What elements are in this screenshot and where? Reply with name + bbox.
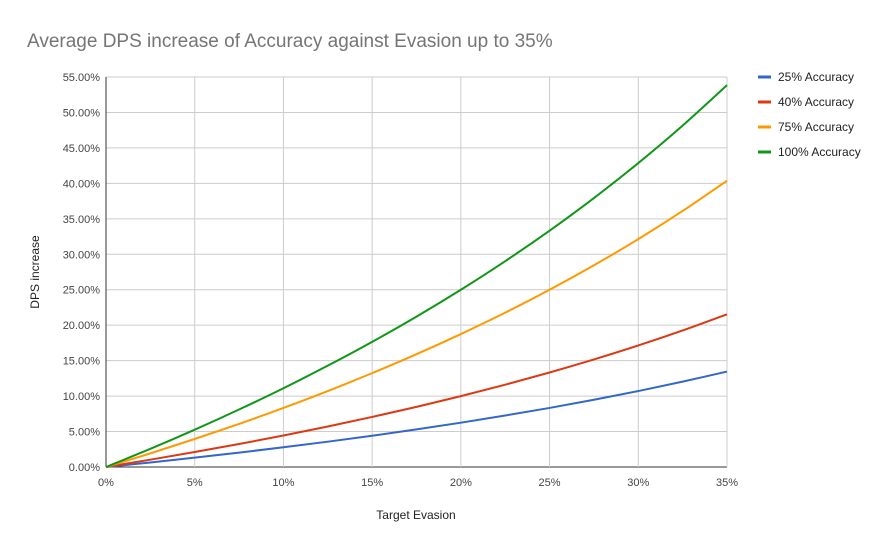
legend-label: 40% Accuracy: [778, 95, 854, 109]
legend-label: 25% Accuracy: [778, 70, 854, 84]
y-tick-label: 5.00%: [69, 427, 100, 439]
x-tick-label: 10%: [272, 477, 294, 489]
legend-label: 100% Accuracy: [778, 145, 861, 159]
y-tick-label: 30.00%: [63, 249, 101, 261]
x-tick-label: 30%: [627, 477, 649, 489]
x-tick-label: 5%: [187, 477, 203, 489]
x-axis-title: Target Evasion: [376, 508, 455, 522]
y-tick-label: 0.00%: [69, 462, 100, 474]
y-axis-title: DPS increase: [28, 235, 42, 309]
x-tick-label: 25%: [539, 477, 561, 489]
y-tick-label: 20.00%: [63, 320, 101, 332]
y-tick-label: 10.00%: [63, 391, 101, 403]
y-tick-label: 55.00%: [63, 72, 101, 84]
legend: 25% Accuracy 40% Accuracy 75% Accuracy 100%…: [758, 70, 861, 159]
y-axis-ticks: 0.00% 5.00% 10.00% 15.00% 20.00% 25.00% 30.00%…: [63, 72, 101, 474]
y-tick-label: 15.00%: [63, 356, 101, 368]
y-tick-label: 25.00%: [63, 285, 101, 297]
gridlines: [105, 76, 728, 468]
chart-title: Average DPS increase of Accuracy against…: [27, 31, 553, 52]
x-axis-ticks: 0% 5% 10% 15% 20% 25% 30% 35%: [98, 477, 738, 489]
y-tick-label: 35.00%: [63, 214, 101, 226]
x-tick-label: 35%: [716, 477, 738, 489]
series-line-1: [105, 370, 728, 468]
series-line-4: [105, 84, 728, 468]
y-tick-label: 50.00%: [63, 107, 101, 119]
series-lines: [105, 84, 728, 468]
legend-label: 75% Accuracy: [778, 120, 854, 134]
y-tick-label: 40.00%: [63, 178, 101, 190]
x-tick-label: 20%: [450, 477, 472, 489]
y-tick-label: 45.00%: [63, 143, 101, 155]
series-line-2: [105, 313, 728, 468]
x-tick-label: 0%: [98, 477, 114, 489]
x-tick-label: 15%: [361, 477, 383, 489]
series-line-3: [105, 179, 728, 468]
